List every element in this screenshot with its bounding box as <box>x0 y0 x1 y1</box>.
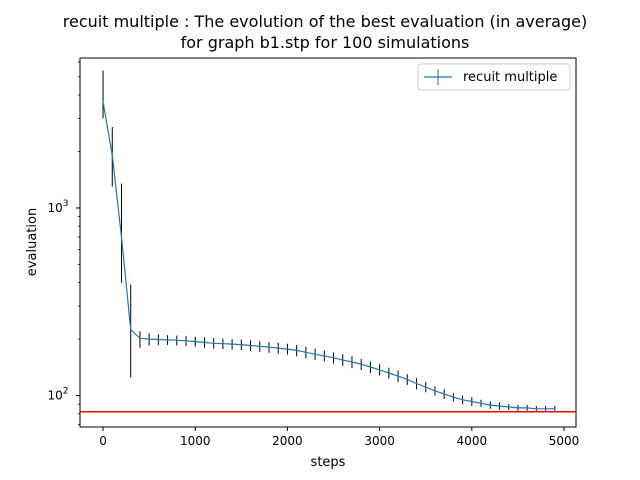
x-tick-label: 4000 <box>457 434 488 448</box>
data-point <box>249 344 252 347</box>
data-point <box>480 402 482 404</box>
data-point <box>406 378 408 380</box>
data-point <box>240 343 242 346</box>
data-point <box>148 338 150 340</box>
data-point <box>130 328 132 331</box>
data-point <box>213 342 215 344</box>
data-point <box>323 355 325 357</box>
data-point <box>544 408 547 410</box>
data-point <box>471 400 473 403</box>
data-point <box>498 405 501 407</box>
axes-frame <box>79 57 577 428</box>
x-tick-label: 3000 <box>364 434 395 448</box>
data-point <box>296 349 298 352</box>
data-point <box>462 399 464 401</box>
data-point <box>139 337 141 339</box>
data-point <box>332 357 335 359</box>
data-point <box>111 155 113 157</box>
data-point <box>489 404 491 406</box>
data-point <box>286 348 289 350</box>
series-line-recuit-multiple <box>102 101 555 410</box>
data-point <box>443 393 445 395</box>
x-tick-label: 0 <box>99 434 107 448</box>
data-point <box>268 346 270 348</box>
plot-area <box>80 70 576 413</box>
data-point <box>102 100 104 102</box>
data-point <box>351 361 353 363</box>
data-point <box>369 366 372 368</box>
data-point <box>166 339 169 341</box>
data-point <box>176 339 178 341</box>
data-point <box>452 396 454 398</box>
y-tick-label: 103 <box>47 199 68 215</box>
data-point <box>397 375 399 377</box>
data-point <box>120 236 123 238</box>
data-point <box>277 347 279 349</box>
data-point <box>231 343 233 345</box>
data-point <box>554 408 556 410</box>
legend-box <box>417 63 571 91</box>
legend-entry-label: recuit multiple <box>463 70 557 85</box>
data-point <box>222 343 224 345</box>
y-tick-label: 102 <box>47 387 68 403</box>
data-point <box>259 345 261 347</box>
data-point <box>185 340 187 342</box>
data-point <box>388 372 390 374</box>
data-point <box>379 369 381 371</box>
data-point <box>342 359 344 361</box>
x-tick-label: 5000 <box>549 434 580 448</box>
y-axis-label: evaluation <box>25 208 40 276</box>
data-point <box>425 386 427 388</box>
data-point <box>434 390 436 392</box>
data-point <box>535 408 537 410</box>
chart-title-line-2: for graph b1.stp for 100 simulations <box>180 33 470 52</box>
data-point <box>526 407 528 409</box>
data-point <box>360 363 362 365</box>
data-point <box>508 406 510 408</box>
data-point <box>517 407 519 409</box>
data-point <box>203 341 206 344</box>
axis-ticks: 0 1000 2000 3000 4000 5000 102 103 <box>47 61 580 448</box>
x-tick-label: 2000 <box>272 434 303 448</box>
chart-title-line-1: recuit multiple : The evolution of the b… <box>62 12 588 31</box>
data-point <box>194 340 196 343</box>
x-tick-label: 1000 <box>180 434 211 448</box>
data-point <box>314 353 316 355</box>
data-point <box>305 351 307 353</box>
x-axis-label: steps <box>311 455 346 470</box>
legend: recuit multiple <box>417 63 571 91</box>
data-point <box>415 382 418 385</box>
data-point <box>157 338 159 341</box>
